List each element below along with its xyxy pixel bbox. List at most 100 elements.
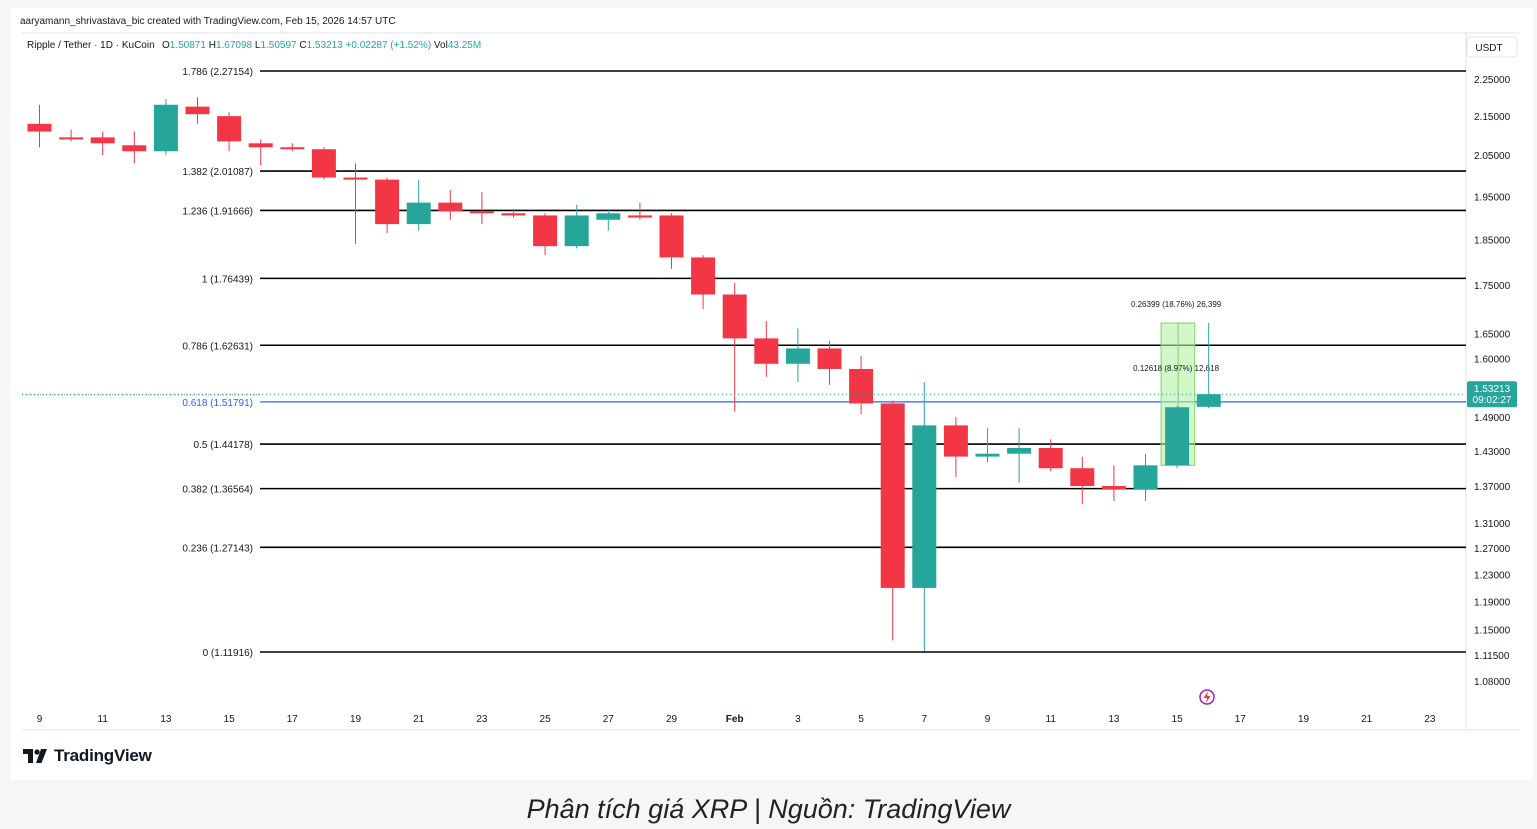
price-tick-3: 1.95000 — [1474, 192, 1511, 203]
price-tick-18: 1.08000 — [1474, 677, 1511, 688]
candle-body — [185, 106, 210, 115]
candle-jan-24[interactable] — [501, 208, 526, 218]
candle-body — [438, 202, 463, 212]
candle-jan-25[interactable] — [533, 213, 558, 256]
candle-jan-19[interactable] — [343, 163, 368, 244]
candlestick-chart[interactable]: USDT 1.786 (2.27154) 1.382 (2.01087) 1.236 … — [0, 0, 1537, 790]
candle-jan-26[interactable] — [564, 204, 589, 249]
candle-jan-30[interactable] — [691, 255, 716, 309]
candle-body — [533, 215, 558, 247]
candle-jan-9[interactable] — [27, 104, 52, 148]
candle-jan-17[interactable] — [280, 143, 305, 152]
candle-jan-21[interactable] — [406, 179, 431, 231]
candle-feb-7[interactable] — [943, 417, 968, 478]
time-tick-16: 11 — [1046, 714, 1057, 725]
ohlc-label-c: C — [297, 40, 307, 51]
tradingview-logo[interactable]: TradingView — [22, 746, 152, 766]
candle-jan-28[interactable] — [627, 202, 652, 220]
candle-jan-23[interactable] — [469, 192, 494, 225]
ohlc-value-c: 1.53213 — [307, 40, 344, 51]
time-tick-19: 17 — [1235, 714, 1247, 725]
price-tag[interactable] — [1467, 381, 1517, 408]
candle-jan-27[interactable] — [596, 208, 621, 231]
tradingview-brand: TradingView — [54, 746, 152, 765]
fib-label-3: 1 (1.76439) — [202, 274, 253, 285]
candle-jan-29[interactable] — [659, 213, 684, 269]
time-tick-18: 15 — [1172, 714, 1184, 725]
image-caption: Phân tích giá XRP | Nguồn: TradingView — [526, 794, 1011, 824]
candle-feb-12[interactable] — [1101, 465, 1126, 502]
candle-feb-9[interactable] — [1007, 428, 1032, 484]
candle-feb-10[interactable] — [1038, 439, 1063, 472]
tradingview-logo-icon — [23, 749, 47, 763]
candle-feb-11[interactable] — [1070, 456, 1095, 505]
candle-feb-1[interactable] — [754, 321, 779, 377]
candle-body — [122, 145, 147, 152]
candle-body — [217, 116, 242, 142]
candle-body — [1007, 447, 1032, 454]
candle-body — [406, 202, 431, 225]
candle-feb-6[interactable] — [912, 382, 937, 652]
ohlc-value-l: 1.50597 — [260, 40, 297, 51]
candle-feb-4[interactable] — [849, 356, 874, 415]
volume-label: Vol — [431, 40, 448, 51]
price-tick-16: 1.15000 — [1474, 626, 1511, 637]
ohlc-label-o: O — [162, 40, 170, 51]
candle-feb-3[interactable] — [817, 340, 842, 385]
ohlc-change: +0.02287 (+1.52%) — [343, 40, 431, 51]
time-tick-15: 9 — [985, 714, 991, 725]
fib-label-4: 0.786 (1.62631) — [182, 341, 253, 352]
candle-jan-13[interactable] — [153, 99, 178, 156]
candle-feb-14[interactable] — [1165, 406, 1190, 469]
candle-body — [1165, 407, 1190, 466]
fib-label-7: 0.382 (1.36564) — [182, 485, 253, 496]
ohlc-label-h: H — [206, 40, 216, 51]
candle-body — [880, 403, 905, 588]
candle-jan-10[interactable] — [59, 129, 84, 142]
candle-body — [627, 215, 652, 218]
candle-jan-11[interactable] — [90, 131, 115, 156]
candle-jan-22[interactable] — [438, 189, 463, 220]
fib-label-0: 1.786 (2.27154) — [182, 67, 253, 78]
lightning-icon[interactable] — [1199, 689, 1215, 705]
ohlc-value-o: 1.50871 — [170, 40, 207, 51]
price-tick-1: 2.15000 — [1474, 112, 1511, 123]
candle-jan-12[interactable] — [122, 131, 147, 164]
candle-feb-13[interactable] — [1133, 453, 1158, 502]
currency-badge[interactable] — [1466, 36, 1518, 58]
candle-body — [817, 348, 842, 369]
candle-body — [90, 137, 115, 144]
candle-jan-14[interactable] — [185, 97, 210, 124]
time-tick-14: 7 — [922, 714, 928, 725]
candle-body — [1133, 465, 1158, 490]
candle-feb-5[interactable] — [880, 400, 905, 641]
price-tag-timer: 09:02:27 — [1473, 395, 1512, 406]
candle-jan-20[interactable] — [375, 177, 400, 233]
candle-jan-16[interactable] — [248, 139, 273, 166]
candle-feb-15[interactable] — [1196, 323, 1221, 409]
currency-label: USDT — [1475, 43, 1502, 54]
candle-body — [59, 137, 84, 140]
candle-jan-31[interactable] — [722, 282, 747, 412]
candle-jan-15[interactable] — [217, 112, 242, 152]
fib-label-6: 0.5 (1.44178) — [194, 440, 254, 451]
time-tick-22: 23 — [1424, 714, 1436, 725]
time-tick-4: 17 — [287, 714, 299, 725]
price-tick-15: 1.19000 — [1474, 598, 1511, 609]
time-tick-2: 13 — [160, 714, 172, 725]
fib-label-9: 0 (1.11916) — [203, 648, 253, 659]
candle-feb-8[interactable] — [975, 428, 1000, 463]
price-tick-5: 1.75000 — [1474, 281, 1511, 292]
price-tick-0: 2.25000 — [1474, 75, 1511, 86]
time-tick-3: 15 — [224, 714, 236, 725]
chart-pane: USDT 1.786 (2.27154) 1.382 (2.01087) 1.236 … — [22, 32, 1520, 731]
time-tick-6: 21 — [413, 714, 425, 725]
candle-feb-2[interactable] — [785, 328, 810, 383]
time-tick-9: 27 — [603, 714, 615, 725]
price-tick-14: 1.23000 — [1474, 570, 1511, 581]
measure-label-2: 0.12618 (8.97%) 12,618 — [1133, 364, 1219, 373]
fib-label-5: 0.618 (1.51791) — [182, 398, 253, 409]
candle-jan-18[interactable] — [311, 147, 336, 180]
price-tick-6: 1.65000 — [1474, 329, 1511, 340]
price-tick-7: 1.60000 — [1474, 355, 1511, 366]
